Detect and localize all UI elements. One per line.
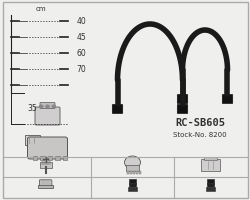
FancyBboxPatch shape — [206, 187, 215, 191]
Bar — [40, 156, 44, 160]
Bar — [132, 171, 135, 174]
FancyBboxPatch shape — [129, 179, 136, 184]
FancyBboxPatch shape — [208, 183, 214, 188]
FancyBboxPatch shape — [2, 2, 248, 198]
FancyBboxPatch shape — [129, 183, 136, 188]
FancyBboxPatch shape — [25, 135, 40, 145]
Bar — [138, 171, 141, 174]
Text: 45: 45 — [76, 32, 86, 42]
Circle shape — [52, 105, 56, 108]
Circle shape — [39, 105, 43, 108]
FancyBboxPatch shape — [204, 157, 217, 160]
FancyBboxPatch shape — [177, 94, 188, 104]
FancyBboxPatch shape — [202, 159, 220, 171]
Text: 40: 40 — [76, 17, 86, 25]
FancyBboxPatch shape — [207, 179, 214, 184]
Text: Stock-No. 8200: Stock-No. 8200 — [173, 132, 227, 138]
FancyBboxPatch shape — [38, 185, 53, 188]
FancyBboxPatch shape — [28, 137, 68, 159]
FancyBboxPatch shape — [128, 187, 137, 191]
Bar — [32, 156, 37, 160]
FancyBboxPatch shape — [40, 180, 52, 187]
Circle shape — [46, 105, 50, 108]
FancyBboxPatch shape — [177, 104, 188, 114]
FancyBboxPatch shape — [35, 107, 60, 125]
FancyBboxPatch shape — [40, 103, 55, 108]
Circle shape — [124, 156, 140, 169]
Bar — [130, 171, 132, 174]
Bar — [136, 171, 138, 174]
Bar — [126, 171, 129, 174]
FancyBboxPatch shape — [112, 104, 123, 114]
FancyBboxPatch shape — [222, 94, 233, 104]
Bar — [48, 156, 52, 160]
Text: RC-SB605: RC-SB605 — [175, 118, 225, 128]
Bar — [62, 156, 67, 160]
Bar — [55, 156, 60, 160]
Text: 70: 70 — [76, 64, 86, 73]
Text: 35: 35 — [28, 104, 37, 113]
Text: 60: 60 — [76, 48, 86, 58]
FancyBboxPatch shape — [126, 165, 139, 171]
FancyBboxPatch shape — [40, 162, 52, 168]
Text: cm: cm — [36, 6, 46, 12]
